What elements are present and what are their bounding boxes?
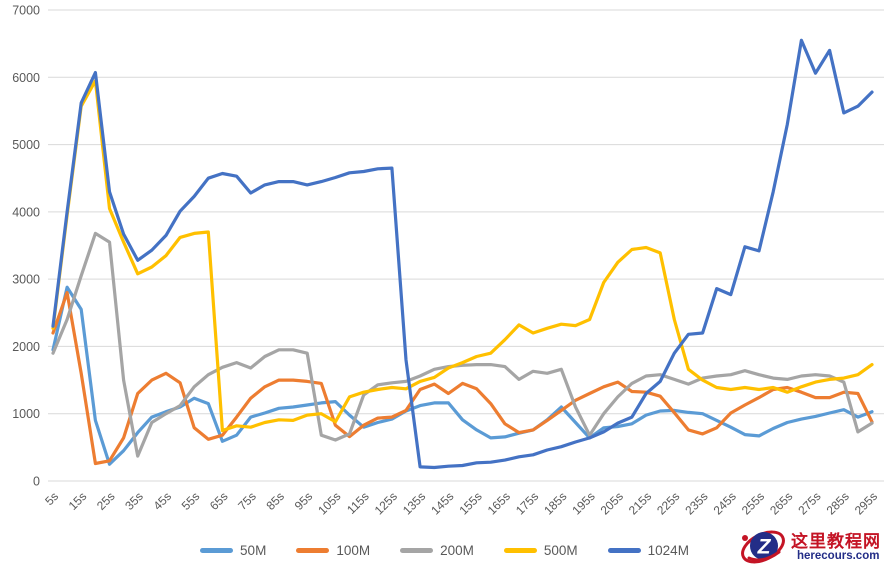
x-axis-tick-label: 175s [513,489,541,517]
x-axis-tick-label: 95s [292,489,316,513]
legend-line-50m-icon [200,548,234,553]
x-axis-tick-label: 165s [485,489,513,517]
legend-line-1024m-icon [607,548,641,553]
y-axis-tick-label: 6000 [12,71,40,85]
x-axis-tick-label: 135s [400,489,428,517]
x-axis-tick-label: 125s [372,489,400,517]
legend-label-50m: 50M [240,543,267,558]
watermark-site-name: 这里教程网 [791,531,881,551]
y-axis-tick-label: 0 [33,475,40,489]
x-axis-tick-label: 5s [42,489,61,508]
watermark-site-domain: herecours.com [797,550,880,563]
y-axis-tick-label: 4000 [12,205,40,219]
svg-text:Z: Z [757,536,772,559]
legend-item-50m: 50M [200,543,266,558]
x-axis-tick-label: 35s [122,489,146,513]
legend-label-500m: 500M [543,543,578,558]
series-line-1024M [51,38,874,470]
series-line-200M [51,231,874,458]
legend-line-100m-icon [296,548,330,553]
x-axis-tick-label: 115s [344,489,372,517]
legend-item-500m: 500M [503,543,578,558]
x-axis-tick-label: 205s [598,489,626,517]
chart-legend: 50M 100M 200M 500M 1024M [0,543,889,558]
x-axis-tick-label: 255s [739,489,767,517]
y-axis-tick-label: 3000 [12,273,40,287]
x-axis-tick-label: 85s [263,489,287,513]
x-axis-tick-label: 265s [767,489,795,517]
x-axis-tick-label: 15s [66,489,90,513]
x-axis-tick-label: 215s [626,489,654,517]
x-axis-tick-label: 195s [569,489,597,517]
x-axis-tick-label: 65s [207,489,231,513]
legend-label-100m: 100M [336,543,371,558]
legend-label-1024m: 1024M [647,543,689,558]
x-axis-tick-label: 155s [456,489,484,517]
x-axis-tick-label: 245s [711,489,739,517]
series-line-50M [51,285,874,466]
legend-item-200m: 200M [400,543,474,558]
y-axis-tick-label: 5000 [12,138,40,152]
x-axis-tick-label: 225s [654,489,682,517]
legend-line-500m-icon [503,548,537,553]
x-axis-tick-label: 105s [315,489,343,517]
x-axis-tick-label: 75s [235,489,259,513]
site-watermark[interactable]: Z 这里教程网 herecours.com [739,525,887,570]
legend-line-200m-icon [400,548,434,553]
x-axis-tick-label: 235s [682,489,710,517]
x-axis-tick-label: 295s [852,489,880,517]
x-axis-tick-label: 25s [94,489,118,513]
y-axis-tick-label: 1000 [12,407,40,421]
x-axis-tick-label: 275s [795,489,823,517]
y-axis-tick-label: 7000 [12,4,40,18]
x-axis-tick-label: 55s [179,489,203,513]
site-logo-icon: Z [741,530,785,564]
legend-item-1024m: 1024M [607,543,689,558]
legend-label-200m: 200M [440,543,474,558]
x-axis-tick-label: 285s [824,489,852,517]
series-line-500M [51,79,874,433]
x-axis-tick-label: 185s [541,489,569,517]
legend-item-100m: 100M [296,543,370,558]
y-axis-tick-label: 2000 [12,340,40,354]
x-axis-tick-label: 45s [150,489,174,513]
x-axis-tick-label: 145s [428,489,456,517]
series-line-100M [51,291,874,466]
